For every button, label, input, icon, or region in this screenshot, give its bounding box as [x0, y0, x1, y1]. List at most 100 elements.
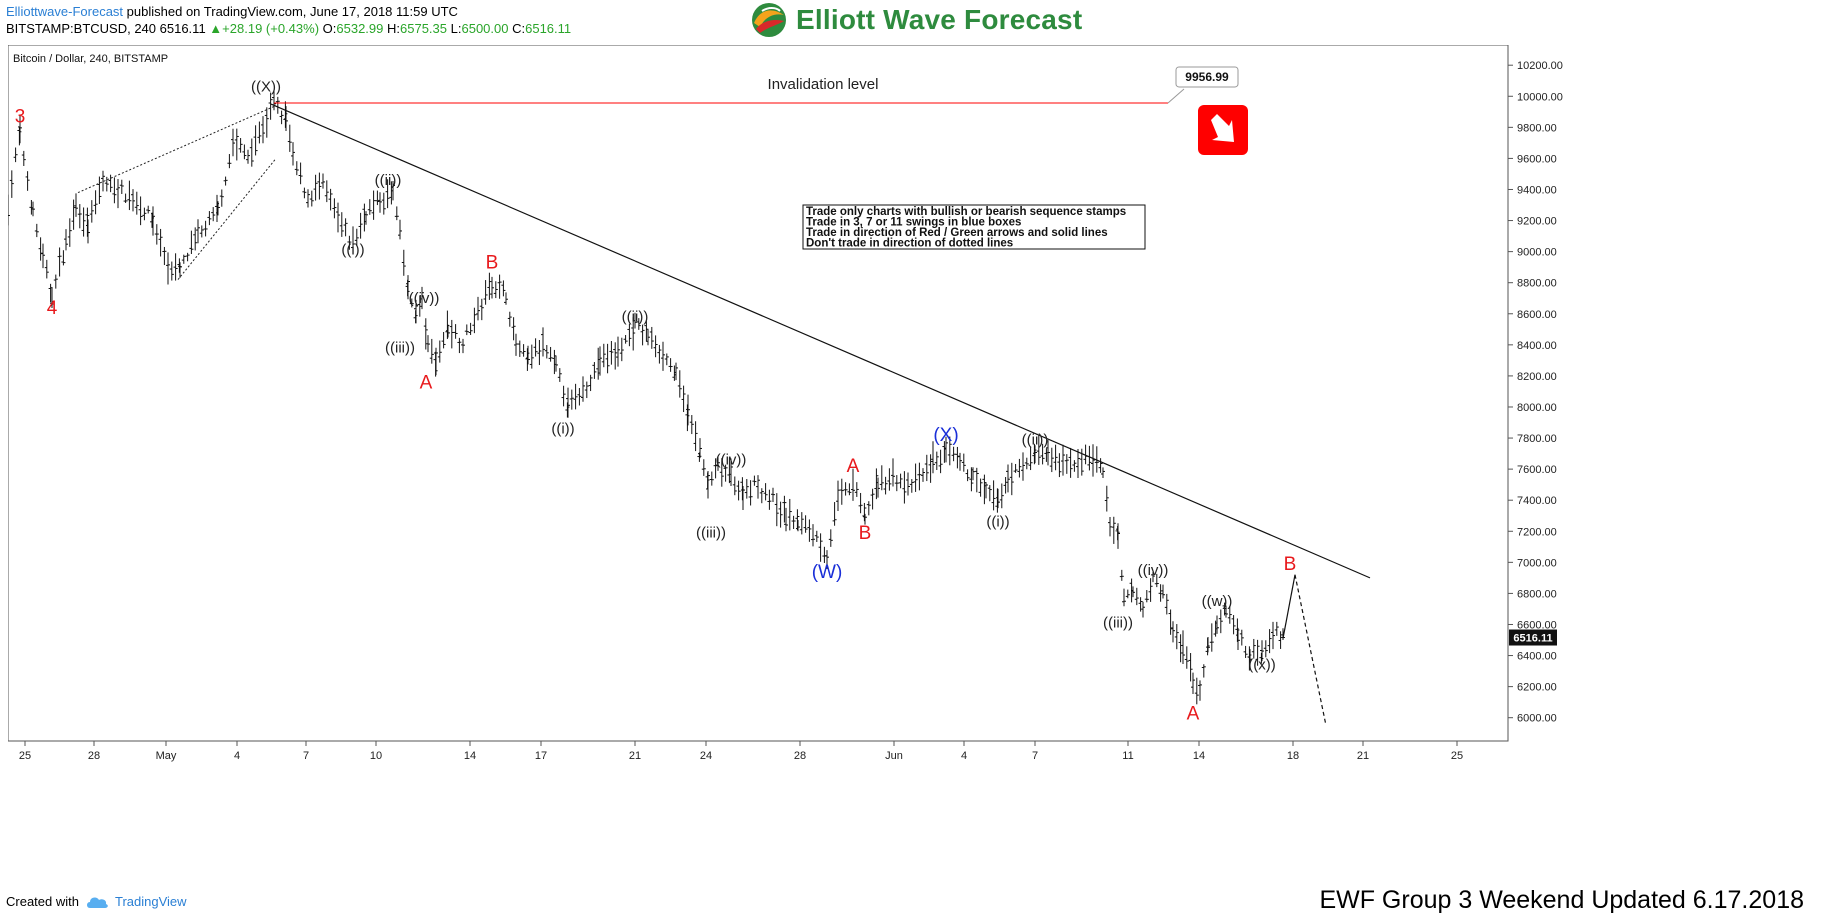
y-tick-label: 7200.00	[1517, 526, 1557, 538]
y-tick-label: 7800.00	[1517, 433, 1557, 445]
wave-label: ((iii))	[1103, 615, 1133, 632]
wave-label: (X)	[933, 425, 958, 446]
x-tick-label: 14	[1193, 750, 1205, 762]
x-tick-label: 11	[1122, 750, 1133, 762]
wave-label: 3	[15, 107, 26, 128]
wave-label: ((iii))	[385, 340, 415, 357]
wave-label: ((iv))	[716, 451, 747, 468]
info-box-line: Trade in 3, 7 or 11 swings in blue boxes	[806, 217, 1021, 229]
info-box	[802, 204, 1146, 250]
invalidation-callout-box	[1175, 66, 1239, 88]
wave-label: B	[486, 253, 499, 274]
last-price: 6516.11	[159, 21, 206, 36]
chart-footer: Created with TradingView EWF Group 3 Wee…	[0, 880, 1828, 921]
info-box-line: Trade in direction of Red / Green arrows…	[806, 227, 1108, 239]
wave-label: B	[859, 523, 872, 544]
y-tick-label: 7000.00	[1517, 557, 1557, 569]
x-tick-label: 7	[303, 750, 309, 762]
wave-label: ((iv))	[1138, 562, 1169, 579]
diagonal-line-upper	[77, 105, 277, 194]
info-box-line: Trade only charts with bullish or bearis…	[806, 206, 1126, 218]
x-tick-label: 4	[961, 750, 967, 762]
projection-dotted	[1294, 574, 1327, 726]
x-tick-label: 18	[1287, 750, 1299, 762]
published-text: published on TradingView.com, June 17, 2…	[126, 4, 458, 19]
close-value: 6516.11	[525, 21, 572, 36]
wave-label: B	[1284, 554, 1297, 575]
quote-line: BITSTAMP:BTCUSD, 240 6516.11 ▲+28.19 (+0…	[6, 21, 571, 36]
x-tick-label: 7	[1032, 750, 1038, 762]
price-chart[interactable]: 10200.00 10000.00 9800.00 9600.00 9400.00 920…	[6, 44, 1758, 865]
ewf-logo: Elliott Wave Forecast	[750, 0, 1082, 40]
publish-line: Elliottwave-Forecast published on Tradin…	[6, 4, 458, 19]
created-with-label: Created with	[6, 894, 79, 909]
author-link[interactable]: Elliottwave-Forecast	[6, 4, 124, 19]
wave-label: A	[1187, 703, 1200, 724]
x-tick-label: 28	[88, 750, 100, 762]
low-value: 6500.00	[461, 21, 509, 36]
change-up-icon: ▲	[209, 21, 223, 36]
trendline	[270, 103, 1371, 579]
chart-header: Elliottwave-Forecast published on Tradin…	[0, 0, 1828, 45]
x-tick-label: 25	[19, 750, 31, 762]
close-label: C:	[512, 21, 526, 36]
invalidation-label: Invalidation level	[768, 76, 879, 93]
wave-label: A	[420, 372, 433, 393]
y-tick-label: 9400.00	[1517, 184, 1557, 196]
open-label: O:	[322, 21, 337, 36]
wave-label: ((w))	[1202, 593, 1233, 610]
high-value: 6575.35	[400, 21, 448, 36]
y-tick-label: 6000.00	[1517, 713, 1557, 725]
wave-label: ((iii))	[696, 524, 726, 541]
change-value: +28.19 (+0.43%)	[222, 21, 320, 36]
wave-label: 4	[47, 298, 58, 319]
y-tick-label: 9000.00	[1517, 247, 1557, 259]
tradingview-cloud-icon	[86, 897, 108, 908]
logo-text: Elliott Wave Forecast	[796, 4, 1083, 35]
x-tick-label: May	[156, 750, 177, 762]
wave-label: ((ii))	[375, 172, 402, 189]
y-tick-label: 9200.00	[1517, 216, 1557, 228]
wave-label: ((i))	[986, 514, 1009, 531]
y-tick-label: 6200.00	[1517, 682, 1557, 694]
y-tick-label: 7400.00	[1517, 495, 1557, 507]
y-tick-label: 8800.00	[1517, 278, 1557, 290]
y-tick-label: 10200.00	[1517, 60, 1563, 72]
y-tick-label: 8600.00	[1517, 309, 1557, 321]
wave-label: ((iv))	[409, 290, 440, 307]
y-tick-label: 6600.00	[1517, 619, 1557, 631]
last-price-tag	[1509, 629, 1557, 646]
wave-label: ((ii))	[1022, 431, 1049, 448]
info-box-line: Don't trade in direction of dotted lines	[806, 238, 1013, 250]
bearish-arrow-glyph	[1211, 114, 1234, 142]
wave-label: (W)	[812, 562, 843, 583]
y-tick-label: 7600.00	[1517, 464, 1557, 476]
wave-label: ((x))	[1248, 657, 1275, 674]
x-tick-label: 4	[234, 750, 240, 762]
wave-label: A	[847, 456, 860, 477]
y-tick-label: 9600.00	[1517, 153, 1557, 165]
x-tick-label: 21	[629, 750, 641, 762]
projection-solid	[1282, 574, 1296, 639]
symbol-label: BITSTAMP:BTCUSD, 240	[6, 21, 157, 36]
x-tick-label: 21	[1357, 750, 1369, 762]
tradingview-link[interactable]: TradingView	[114, 894, 187, 909]
elliott-wave-globe-icon	[752, 3, 786, 37]
wave-label: ((ii))	[622, 309, 649, 326]
high-label: H:	[387, 21, 401, 36]
invalidation-value: 9956.99	[1185, 70, 1229, 84]
chart-area: 10200.00 10000.00 9800.00 9600.00 9400.00 920…	[6, 44, 1758, 865]
wave-label: ((i))	[551, 420, 574, 437]
open-value: 6532.99	[336, 21, 384, 36]
x-tick-label: 24	[700, 750, 712, 762]
y-tick-label: 6400.00	[1517, 651, 1557, 663]
y-tick-label: 8200.00	[1517, 371, 1557, 383]
y-tick-label: 8400.00	[1517, 340, 1557, 352]
y-tick-label: 8000.00	[1517, 402, 1557, 414]
y-tick-label: 9800.00	[1517, 122, 1557, 134]
invalidation-callout-leader	[1167, 88, 1185, 104]
x-tick-label: 25	[1451, 750, 1463, 762]
x-tick-label: 17	[535, 750, 547, 762]
diagonal-line-lower	[177, 158, 277, 280]
wave-label: ((i))	[341, 242, 364, 259]
